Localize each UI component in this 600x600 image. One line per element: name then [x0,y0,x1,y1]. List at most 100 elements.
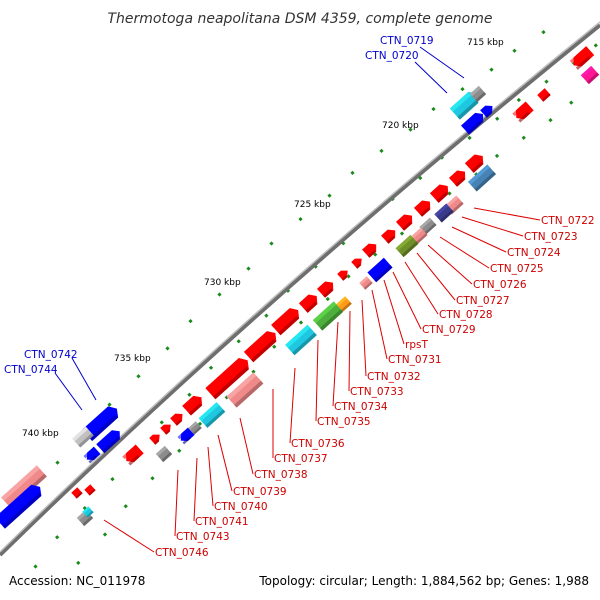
gene-ctn-0720[interactable] [469,85,487,103]
leader-inner-22 [103,519,155,553]
gene-label-ctn-0741[interactable]: CTN_0741 [195,516,249,528]
gene-inner-13[interactable] [243,328,280,363]
gene-label-ctn-0729[interactable]: CTN_0729 [422,324,476,336]
gene-blue-inner-1[interactable] [367,257,393,283]
gene-inner-6[interactable] [381,226,399,244]
gene-inner-16[interactable] [170,410,186,426]
gene-label-ctn-0726[interactable]: CTN_0726 [473,279,527,291]
gene-inner-1[interactable] [464,151,487,173]
gene-label-ctn-0722[interactable]: CTN_0722 [541,215,595,227]
gc-tick-19 [512,48,517,53]
gc-tick-41 [544,79,549,84]
gene-cyan-1[interactable] [285,324,317,356]
gene-inner-18[interactable] [149,431,162,445]
gene-label-ctn-0725[interactable]: CTN_0725 [490,263,544,275]
gc-tick-48 [177,448,182,453]
gene-label-ctn-0723[interactable]: CTN_0723 [524,231,578,243]
gc-tick-21 [33,564,38,569]
leader-inner-6 [416,252,456,301]
gene-label-ctn-0719[interactable]: CTN_0719 [380,35,434,47]
gene-label-ctn-0740[interactable]: CTN_0740 [214,501,268,513]
gene-navy-1[interactable] [434,203,454,223]
gene-inner-17[interactable] [160,421,173,435]
gene-label-ctn-0733[interactable]: CTN_0733 [350,386,404,398]
gene-gray-2[interactable] [188,421,202,435]
gene-label-ctn-0727[interactable]: CTN_0727 [456,295,510,307]
gene-label-ctn-0739[interactable]: CTN_0739 [233,486,287,498]
leader-inner-2 [461,216,524,237]
gene-label-ctn-0735[interactable]: CTN_0735 [317,416,371,428]
leader-outer-ctn-0720 [414,61,448,94]
leader-inner-20 [193,457,198,522]
gene-inner-9[interactable] [337,267,350,281]
gene-inner-19[interactable] [122,444,144,466]
gene-inner-14[interactable] [205,355,252,400]
gc-tick-51 [251,369,256,374]
leader-inner-4 [439,236,490,269]
gene-label-ctn-0746[interactable]: CTN_0746 [155,547,209,559]
gc-tick-47 [150,476,155,481]
gene-magenta-1[interactable] [580,65,600,85]
gene-label-ctn-0731[interactable]: CTN_0731 [388,354,442,366]
gene-ctn-0744[interactable] [72,426,94,448]
gene-inner-10[interactable] [317,278,337,298]
gc-tick-24 [110,477,115,482]
gene-label-ctn-0738[interactable]: CTN_0738 [254,469,308,481]
genome-backbone-highlight [0,21,600,553]
gc-tick-9 [246,266,251,271]
gene-inner-11[interactable] [298,291,321,313]
gene-label-ctn-0720[interactable]: CTN_0720 [365,50,419,62]
scale-label-730: 730 kbp [204,278,241,288]
gene-label-ctn-0737[interactable]: CTN_0737 [274,453,328,465]
gene-inner-5[interactable] [396,211,416,231]
gene-blue-outer-2[interactable] [480,102,496,118]
gene-inner-3[interactable] [429,181,452,203]
gene-blue-outer-3[interactable] [96,427,123,454]
gene-label-ctn-0734[interactable]: CTN_0734 [334,401,388,413]
leader-inner-17 [239,417,254,475]
gene-label-ctn-0728[interactable]: CTN_0728 [439,309,493,321]
gene-orange-1[interactable] [336,296,352,312]
gene-outer-red-5[interactable] [84,484,96,496]
gene-label-ctn-0744[interactable]: CTN_0744 [4,364,58,376]
gc-tick-17 [460,86,465,92]
gene-label-rpst[interactable]: rpsT [405,339,428,351]
gene-steel-1[interactable] [467,164,497,192]
gene-ctn-0719[interactable] [449,88,482,120]
gene-outer-red-1[interactable] [512,101,534,123]
gene-inner-12[interactable] [271,305,303,336]
gene-ctn-0742[interactable] [82,403,122,441]
gene-label-ctn-0743[interactable]: CTN_0743 [176,531,230,543]
gc-tick-57 [399,231,405,236]
gene-gray-1[interactable] [419,217,437,235]
gene-inner-15[interactable] [182,392,206,416]
gene-label-ctn-0732[interactable]: CTN_0732 [367,371,421,383]
gc-tick-38 [467,135,472,141]
gene-blue-outer-1[interactable] [461,110,487,135]
gene-inner-2[interactable] [449,167,469,187]
gene-pink-4[interactable] [226,372,264,408]
gene-cyan-3[interactable] [82,506,94,518]
gene-gray-3[interactable] [155,445,173,463]
gene-label-ctn-0742[interactable]: CTN_0742 [24,349,78,361]
gene-blue-inner-2[interactable] [177,427,195,445]
gene-outer-red-3[interactable] [569,46,595,70]
gene-cyan-2[interactable] [198,402,226,428]
gene-label-ctn-0724[interactable]: CTN_0724 [507,247,561,259]
gene-label-ctn-0736[interactable]: CTN_0736 [291,438,345,450]
gene-outer-blue-5[interactable] [0,481,45,529]
gc-tick-29 [236,339,241,344]
gene-outer-red-4[interactable] [71,487,83,499]
gene-inner-7[interactable] [362,240,380,258]
gene-olive-1[interactable] [395,234,419,258]
gene-blue-outer-4[interactable] [83,446,101,464]
gene-pink-3[interactable] [359,276,373,290]
gene-outer-red-2[interactable] [537,88,551,102]
gc-tick-64 [569,100,574,105]
gene-green-1[interactable] [312,301,344,331]
gc-tick-8 [217,292,222,297]
gene-inner-4[interactable] [414,197,434,217]
leader-outer-ctn-0742 [71,357,97,401]
gene-inner-8[interactable] [351,255,364,269]
